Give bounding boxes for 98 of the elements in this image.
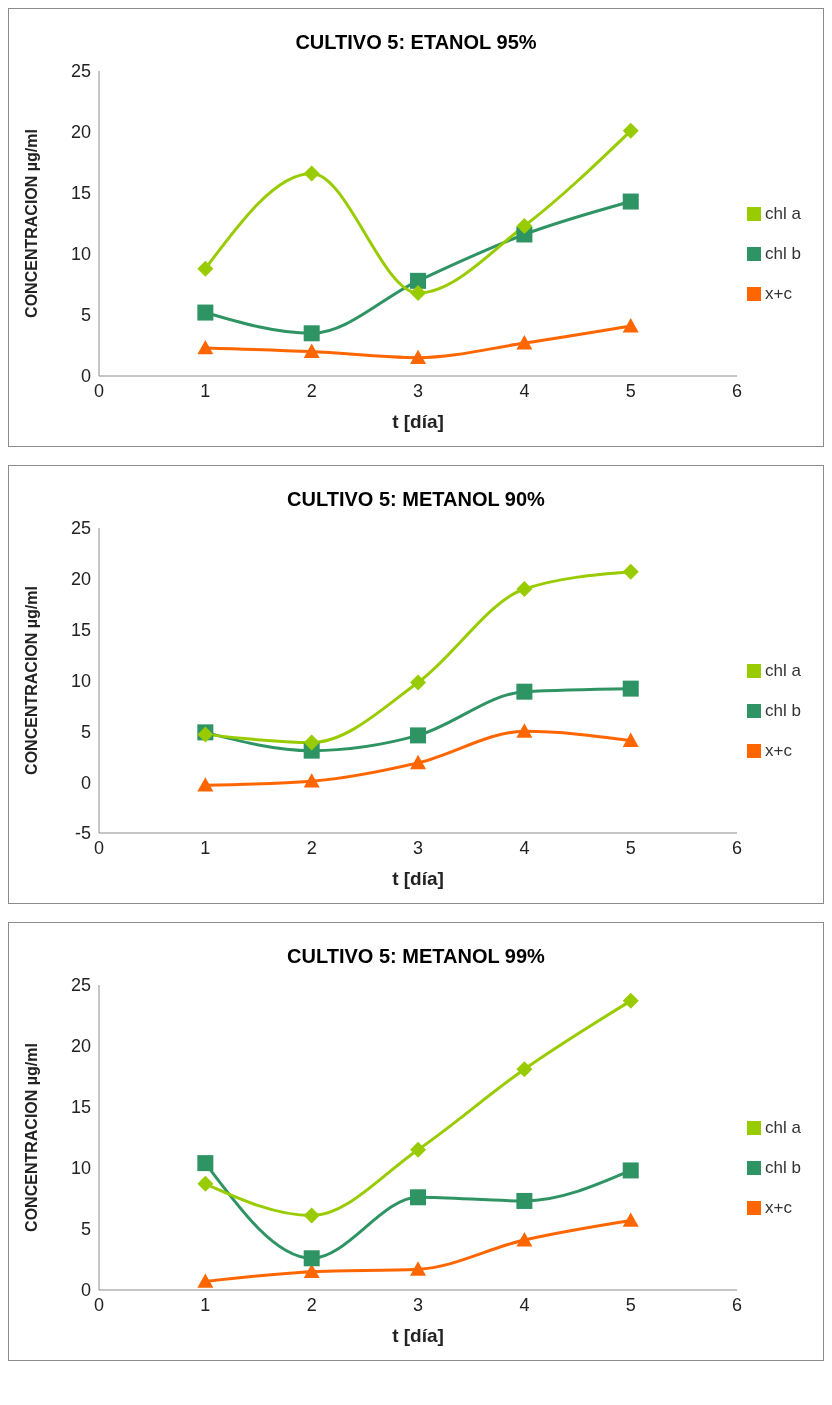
legend-label: chl a (765, 1117, 801, 1137)
x-axis-title: t [día] (392, 1325, 444, 1346)
point (410, 285, 427, 302)
point (516, 1061, 533, 1078)
x-tick-label: 2 (306, 837, 317, 858)
legend-label: chl b (765, 700, 801, 720)
point (622, 732, 639, 747)
y-tick-label: 5 (80, 305, 91, 326)
x-tick-label: 5 (625, 380, 636, 401)
legend-label: x+c (765, 283, 793, 303)
point (516, 683, 533, 700)
x-tick-label: 1 (200, 380, 211, 401)
y-tick-label: 15 (70, 183, 91, 204)
x-tick-label: 1 (200, 837, 211, 858)
chart-title: CULTIVO 5: METANOL 99% (286, 944, 546, 969)
point (410, 674, 427, 691)
point (622, 122, 639, 139)
point (197, 260, 214, 277)
y-tick-label: 10 (70, 244, 91, 265)
point (303, 1207, 320, 1224)
y-tick-label: 20 (70, 1036, 91, 1057)
point (410, 1141, 427, 1158)
point (516, 723, 533, 738)
x-tick-label: 6 (732, 380, 743, 401)
x-tick-label: 4 (519, 1294, 530, 1315)
point (622, 563, 639, 580)
point (303, 343, 320, 358)
x-tick-label: 0 (93, 837, 105, 858)
point (516, 335, 533, 350)
y-tick-label: 15 (70, 620, 91, 641)
x-tick-label: 5 (625, 1294, 636, 1315)
legend-label: chl b (765, 243, 801, 263)
point (410, 727, 427, 744)
x-tick-label: 2 (306, 1294, 317, 1315)
legend-label: chl a (765, 203, 801, 223)
point (410, 1189, 427, 1206)
point (622, 1162, 639, 1179)
point (303, 165, 320, 182)
y-tick-label: -5 (74, 823, 91, 844)
point (622, 1212, 639, 1227)
point (516, 1192, 533, 1209)
y-axis-title: CONCENTRACION µg/ml (22, 1043, 40, 1232)
point (303, 773, 320, 788)
point (516, 217, 533, 234)
y-tick-label: 5 (80, 1219, 91, 1240)
point (303, 1250, 320, 1267)
point (622, 193, 639, 210)
x-tick-label: 3 (413, 1294, 424, 1315)
x-axis-title: t [día] (392, 868, 444, 889)
x-tick-label: 0 (93, 1294, 105, 1315)
y-tick-label: 0 (80, 772, 91, 793)
point (197, 1273, 214, 1288)
x-tick-label: 5 (625, 837, 636, 858)
x-axis-title: t [día] (392, 411, 444, 432)
point (303, 734, 320, 751)
point (303, 325, 320, 342)
point (622, 992, 639, 1009)
y-tick-label: 0 (80, 1280, 91, 1301)
point (410, 349, 427, 365)
point (410, 754, 427, 770)
y-tick-label: 5 (80, 721, 91, 742)
chart-title: CULTIVO 5: METANOL 90% (286, 487, 546, 512)
y-tick-label: 20 (70, 569, 91, 590)
legend-label: x+c (765, 1197, 793, 1217)
x-tick-label: 0 (93, 380, 105, 401)
y-tick-label: 15 (70, 1097, 91, 1118)
point (197, 1175, 214, 1192)
y-axis-title: CONCENTRACION µg/ml (22, 129, 40, 318)
point (197, 1155, 214, 1172)
x-tick-label: 2 (306, 380, 317, 401)
x-tick-label: 6 (732, 1294, 743, 1315)
y-axis-title: CONCENTRACION µg/ml (22, 586, 40, 775)
point (197, 304, 214, 321)
point (622, 680, 639, 697)
y-tick-label: 25 (70, 61, 91, 82)
x-tick-label: 1 (200, 1294, 211, 1315)
y-tick-label: 10 (70, 670, 91, 691)
point (622, 317, 639, 333)
point (197, 339, 214, 355)
x-tick-label: 3 (413, 380, 424, 401)
point (410, 272, 427, 289)
legend-label: chl a (765, 660, 801, 680)
chart-title: CULTIVO 5: ETANOL 95% (294, 30, 538, 55)
y-tick-label: 20 (70, 122, 91, 143)
legend-label: chl b (765, 1157, 801, 1177)
y-tick-label: 25 (70, 975, 91, 996)
y-tick-label: 25 (70, 518, 91, 539)
y-tick-label: 0 (80, 366, 91, 387)
point (516, 581, 533, 597)
point (410, 1261, 427, 1276)
legend-label: x+c (765, 740, 793, 760)
point (197, 777, 214, 792)
x-tick-label: 4 (519, 837, 530, 858)
x-tick-label: 4 (519, 380, 530, 401)
point (516, 1231, 533, 1247)
x-tick-label: 6 (732, 837, 743, 858)
x-tick-label: 3 (413, 837, 424, 858)
y-tick-label: 10 (70, 1158, 91, 1179)
